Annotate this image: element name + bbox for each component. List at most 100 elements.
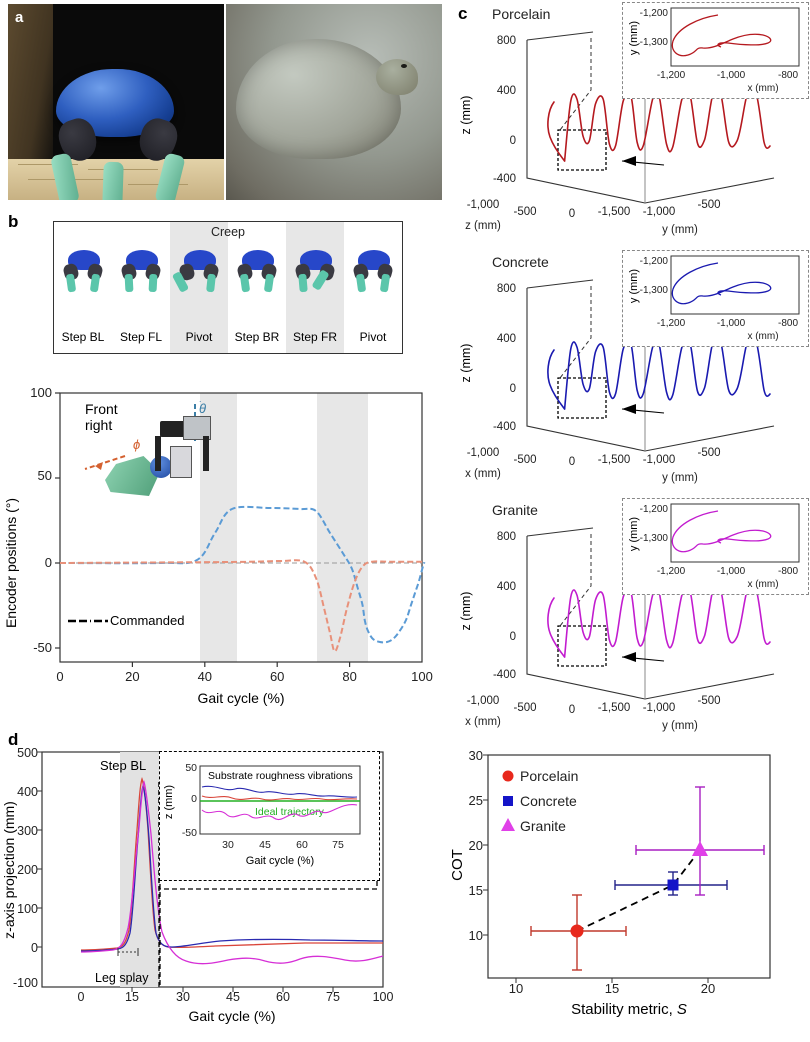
svg-text:60: 60 (296, 839, 308, 851)
svg-text:45: 45 (226, 990, 240, 1004)
svg-text:-1,000: -1,000 (643, 454, 676, 466)
svg-text:x (mm): x (mm) (465, 716, 501, 728)
svg-text:0: 0 (510, 383, 516, 395)
svg-text:Gait cycle (%): Gait cycle (%) (188, 1008, 275, 1024)
svg-text:10: 10 (509, 981, 523, 996)
svg-text:45: 45 (259, 839, 271, 851)
svg-text:-1,500: -1,500 (598, 454, 631, 466)
svg-text:75: 75 (332, 839, 344, 851)
svg-text:-1,000: -1,000 (717, 70, 746, 81)
svg-text:y (mm): y (mm) (662, 472, 698, 484)
svg-text:-800: -800 (778, 70, 798, 81)
svg-text:500: 500 (17, 746, 38, 760)
svg-text:-1,000: -1,000 (467, 199, 500, 211)
svg-text:0: 0 (45, 555, 52, 570)
svg-text:0: 0 (569, 704, 575, 716)
svg-text:20: 20 (125, 669, 139, 684)
svg-text:30: 30 (222, 839, 234, 851)
svg-text:-1,500: -1,500 (598, 206, 631, 218)
svg-text:y (mm): y (mm) (628, 517, 640, 551)
svg-text:-400: -400 (493, 421, 516, 433)
svg-text:30: 30 (469, 748, 483, 763)
svg-text:-800: -800 (778, 566, 798, 577)
svg-text:0: 0 (191, 793, 197, 805)
svg-text:z-axis projection (mm): z-axis projection (mm) (1, 801, 17, 939)
svg-text:-1,200: -1,200 (640, 504, 669, 515)
svg-text:800: 800 (497, 531, 516, 543)
svg-text:Concrete: Concrete (520, 793, 577, 809)
svg-text:400: 400 (497, 85, 516, 97)
svg-text:-500: -500 (697, 695, 720, 707)
svg-text:-500: -500 (697, 199, 720, 211)
svg-text:100: 100 (17, 902, 38, 916)
svg-text:Commanded: Commanded (110, 613, 184, 628)
svg-text:Leg splay: Leg splay (95, 971, 149, 985)
svg-text:100: 100 (411, 669, 433, 684)
svg-text:50: 50 (38, 468, 52, 483)
svg-text:40: 40 (198, 669, 212, 684)
svg-text:-1,300: -1,300 (640, 533, 669, 544)
svg-text:100: 100 (30, 385, 52, 400)
svg-text:15: 15 (605, 981, 619, 996)
svg-text:800: 800 (497, 35, 516, 47)
svg-text:75: 75 (326, 990, 340, 1004)
svg-text:-1,500: -1,500 (598, 702, 631, 714)
svg-text:-400: -400 (493, 173, 516, 185)
svg-text:-1,200: -1,200 (657, 70, 686, 81)
svg-text:15: 15 (469, 883, 483, 898)
svg-text:60: 60 (276, 990, 290, 1004)
svg-text:-50: -50 (33, 640, 52, 655)
svg-text:0: 0 (31, 941, 38, 955)
svg-text:z (mm): z (mm) (459, 96, 473, 135)
svg-text:800: 800 (497, 283, 516, 295)
svg-text:400: 400 (17, 785, 38, 799)
svg-text:20: 20 (701, 981, 715, 996)
svg-text:-1,000: -1,000 (467, 695, 500, 707)
svg-text:Granite: Granite (520, 818, 566, 834)
svg-text:-500: -500 (513, 206, 536, 218)
svg-text:0: 0 (569, 208, 575, 220)
svg-text:100: 100 (373, 990, 394, 1004)
svg-text:Step BL: Step BL (100, 758, 146, 773)
svg-text:400: 400 (497, 581, 516, 593)
svg-text:0: 0 (510, 135, 516, 147)
svg-text:80: 80 (342, 669, 356, 684)
svg-text:-50: -50 (182, 827, 197, 839)
svg-text:-500: -500 (697, 447, 720, 459)
svg-text:-1,000: -1,000 (643, 702, 676, 714)
svg-text:Porcelain: Porcelain (520, 768, 578, 784)
svg-text:-500: -500 (513, 454, 536, 466)
svg-text:Gait cycle (%): Gait cycle (%) (246, 855, 314, 867)
svg-text:-1,000: -1,000 (643, 206, 676, 218)
svg-text:-400: -400 (493, 669, 516, 681)
svg-text:-800: -800 (778, 318, 798, 329)
svg-text:-1,200: -1,200 (640, 8, 669, 19)
svg-text:400: 400 (497, 333, 516, 345)
svg-text:200: 200 (17, 863, 38, 877)
svg-text:-1,000: -1,000 (467, 447, 500, 459)
svg-text:15: 15 (125, 990, 139, 1004)
svg-text:-1,200: -1,200 (657, 318, 686, 329)
svg-text:z (mm): z (mm) (459, 592, 473, 631)
svg-text:20: 20 (469, 838, 483, 853)
svg-text:z (mm): z (mm) (459, 344, 473, 383)
svg-text:25: 25 (469, 793, 483, 808)
svg-text:Substrate roughness vibrations: Substrate roughness vibrations (208, 770, 353, 782)
svg-text:-100: -100 (13, 976, 38, 990)
svg-text:10: 10 (469, 928, 483, 943)
svg-text:COT: COT (450, 849, 466, 881)
svg-text:0: 0 (569, 456, 575, 468)
svg-text:Stability metric, S: Stability metric, S (571, 1001, 687, 1018)
svg-text:z (mm): z (mm) (163, 785, 175, 819)
svg-text:z (mm): z (mm) (465, 220, 501, 232)
svg-text:Gait cycle (%): Gait cycle (%) (197, 690, 284, 706)
svg-text:y (mm): y (mm) (662, 224, 698, 236)
svg-text:+: + (197, 401, 203, 406)
svg-text:0: 0 (78, 990, 85, 1004)
svg-text:-1,000: -1,000 (717, 566, 746, 577)
svg-text:y (mm): y (mm) (628, 269, 640, 303)
svg-text:60: 60 (270, 669, 284, 684)
svg-text:-1,200: -1,200 (640, 256, 669, 267)
svg-text:0: 0 (510, 631, 516, 643)
svg-text:x (mm): x (mm) (747, 83, 778, 94)
